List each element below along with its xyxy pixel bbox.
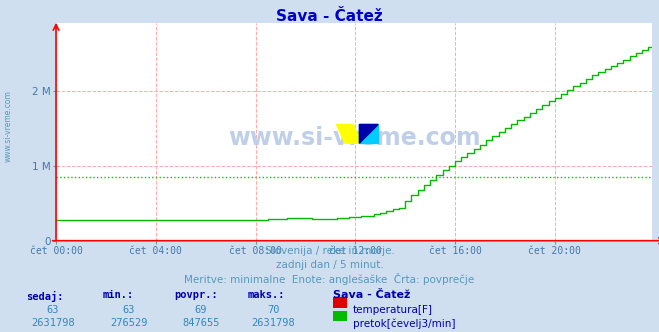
Polygon shape xyxy=(337,124,362,143)
Text: www.si-vreme.com: www.si-vreme.com xyxy=(228,126,480,150)
Text: pretok[čevelj3/min]: pretok[čevelj3/min] xyxy=(353,318,455,329)
Text: Meritve: minimalne  Enote: anglešaške  Črta: povprečje: Meritve: minimalne Enote: anglešaške Črt… xyxy=(185,273,474,285)
Text: www.si-vreme.com: www.si-vreme.com xyxy=(3,90,13,162)
Text: maks.:: maks.: xyxy=(247,290,285,300)
Text: Slovenija / reke in morje.: Slovenija / reke in morje. xyxy=(264,246,395,256)
Polygon shape xyxy=(359,124,378,143)
Text: 276529: 276529 xyxy=(110,318,147,328)
Text: 2631798: 2631798 xyxy=(252,318,295,328)
Text: 70: 70 xyxy=(268,305,279,315)
Text: povpr.:: povpr.: xyxy=(175,290,218,300)
Text: sedaj:: sedaj: xyxy=(26,290,64,301)
Text: temperatura[F]: temperatura[F] xyxy=(353,305,432,315)
Text: zadnji dan / 5 minut.: zadnji dan / 5 minut. xyxy=(275,260,384,270)
Text: 69: 69 xyxy=(195,305,207,315)
Text: 847655: 847655 xyxy=(183,318,219,328)
Text: 2631798: 2631798 xyxy=(31,318,74,328)
Text: 63: 63 xyxy=(47,305,59,315)
Text: min.:: min.: xyxy=(102,290,133,300)
Polygon shape xyxy=(359,124,378,143)
Text: Sava - Čatež: Sava - Čatež xyxy=(276,9,383,24)
Text: Sava - Čatež: Sava - Čatež xyxy=(333,290,410,300)
Text: 63: 63 xyxy=(123,305,134,315)
